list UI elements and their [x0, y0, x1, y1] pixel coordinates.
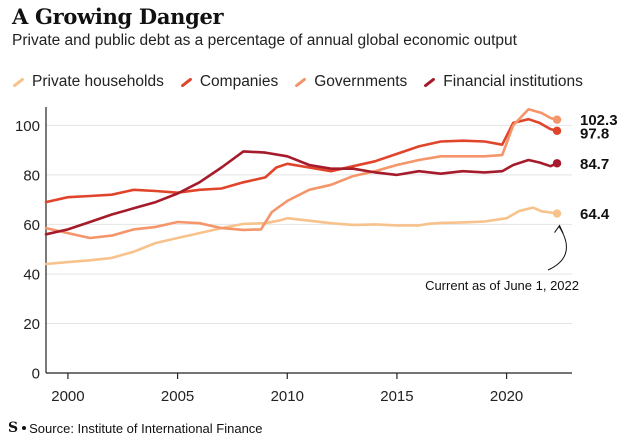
- annotation-arrowhead: [554, 224, 564, 234]
- annotation-text: Current as of June 1, 2022: [425, 278, 579, 293]
- legend-label-financial-institutions: Financial institutions: [443, 73, 583, 90]
- legend-item-governments: Governments: [294, 73, 407, 91]
- source-note: S Source: Institute of International Fin…: [8, 420, 263, 436]
- series-line-governments: [44, 108, 559, 240]
- series-line-financial-institutions: [44, 150, 559, 236]
- end-label-financial-institutions: 84.7: [580, 156, 609, 173]
- chart-legend: Private households Companies Governments…: [12, 73, 599, 91]
- x-tick-label-2020: 2020: [490, 388, 523, 405]
- chart-subtitle: Private and public debt as a percentage …: [12, 32, 517, 49]
- legend-item-companies: Companies: [180, 73, 278, 91]
- x-tick-label-2005: 2005: [161, 388, 194, 405]
- chart-title: A Growing Danger: [12, 4, 224, 29]
- end-marker-governments: [552, 115, 562, 124]
- end-label-companies: 97.8: [580, 125, 609, 142]
- end-marker-financial-institutions: [552, 159, 562, 168]
- separator-dot: [22, 426, 27, 430]
- end-marker-private-households: [552, 209, 562, 218]
- legend-item-private-households: Private households: [12, 73, 164, 91]
- end-marker-companies: [552, 126, 562, 136]
- legend-label-governments: Governments: [314, 73, 408, 90]
- x-tick-label-2000: 2000: [51, 388, 84, 405]
- y-tick-label-80: 80: [23, 167, 40, 184]
- end-label-private-households: 64.4: [580, 206, 610, 223]
- legend-item-financial-institutions: Financial institutions: [423, 73, 583, 91]
- y-tick-label-20: 20: [23, 316, 40, 333]
- legend-label-companies: Companies: [199, 73, 279, 90]
- annotation-arrow: [547, 226, 567, 271]
- x-tick-label-2010: 2010: [271, 388, 304, 405]
- series-line-companies: [44, 117, 559, 204]
- y-tick-label-60: 60: [23, 217, 40, 234]
- y-tick-label-40: 40: [23, 266, 40, 283]
- publisher-logo: S: [8, 420, 19, 436]
- x-tick-label-2015: 2015: [380, 388, 413, 405]
- y-tick-label-100: 100: [15, 118, 40, 135]
- y-tick-label-0: 0: [32, 366, 40, 383]
- series-line-private-households: [44, 206, 559, 266]
- end-label-governments: 102.3: [580, 112, 618, 129]
- source-text: Source: Institute of International Finan…: [29, 420, 263, 436]
- legend-label-private-households: Private households: [32, 73, 164, 90]
